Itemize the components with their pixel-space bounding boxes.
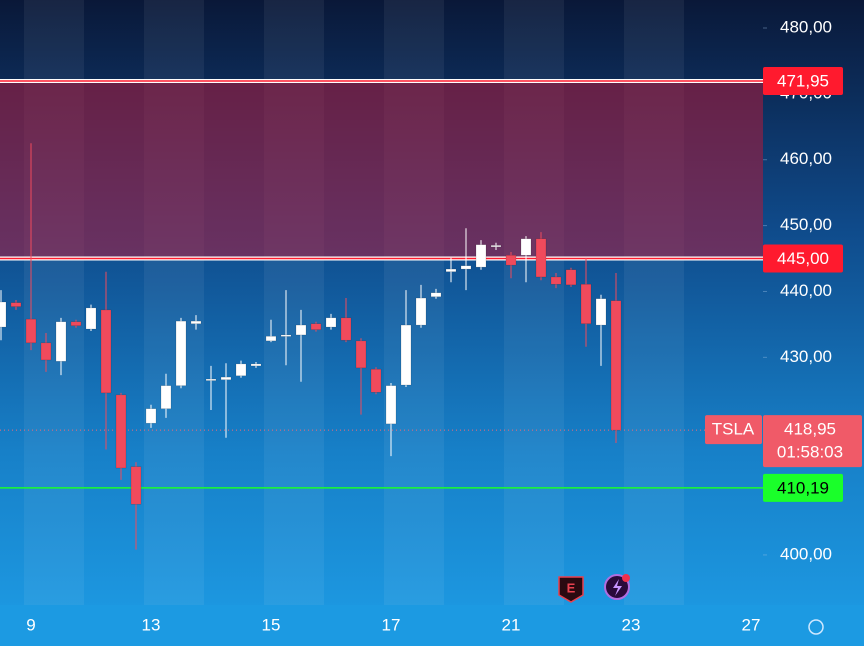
candle-body xyxy=(295,324,307,336)
x-tick-label: 15 xyxy=(262,615,281,634)
candle-body xyxy=(175,320,187,386)
resistance-zone xyxy=(0,81,763,259)
candle-body xyxy=(220,376,232,380)
candle-body xyxy=(340,317,352,341)
candle-body xyxy=(550,276,562,285)
x-tick-label: 21 xyxy=(502,615,521,634)
candle-body xyxy=(250,363,262,367)
settings-icon[interactable] xyxy=(808,619,824,635)
candle-body xyxy=(160,385,172,409)
y-tick-label: 440,00 xyxy=(780,281,832,300)
level-tag-label: 471,95 xyxy=(777,72,829,91)
candle-body xyxy=(565,269,577,286)
x-tick-label: 13 xyxy=(142,615,161,634)
x-tick-label: 23 xyxy=(622,615,641,634)
candle-body xyxy=(400,324,412,386)
time-axis xyxy=(0,605,864,646)
candle-body xyxy=(460,265,472,270)
earnings-badge[interactable] xyxy=(558,576,584,603)
level-tag xyxy=(763,473,843,502)
x-tick-label: 17 xyxy=(382,615,401,634)
candle-body xyxy=(25,318,37,344)
y-tick-label: 450,00 xyxy=(780,215,832,234)
candle-body xyxy=(445,268,457,272)
candle-body xyxy=(475,244,487,268)
countdown-label: 01:58:03 xyxy=(777,443,843,462)
candle-body xyxy=(595,298,607,326)
candle-body xyxy=(235,363,247,377)
candle-body xyxy=(385,385,397,425)
candle-body xyxy=(40,342,52,361)
y-tick-label: 460,00 xyxy=(780,149,832,168)
event-icon xyxy=(613,579,622,596)
y-tick-label: 430,00 xyxy=(780,347,832,366)
candle-body xyxy=(205,378,217,381)
event-dot xyxy=(622,574,630,582)
candle-body xyxy=(520,238,532,256)
level-tag-label: 410,19 xyxy=(777,478,829,497)
candle-body xyxy=(535,238,547,278)
candle-body xyxy=(0,301,7,328)
x-tick-label: 27 xyxy=(742,615,761,634)
candle-body xyxy=(355,340,367,369)
candle-body xyxy=(85,307,97,330)
candle-body xyxy=(370,368,382,393)
candle-body xyxy=(265,336,277,342)
candle-body xyxy=(115,394,127,469)
y-tick-label: 400,00 xyxy=(780,544,832,563)
level-tag-label: 445,00 xyxy=(777,249,829,268)
candle-body xyxy=(100,309,112,394)
candle-body xyxy=(70,321,82,326)
candle-body xyxy=(130,466,142,505)
candle-body xyxy=(610,300,622,431)
candle-body xyxy=(325,317,337,328)
candle-body xyxy=(430,292,442,297)
candle-body xyxy=(145,408,157,424)
symbol-tag xyxy=(705,415,762,445)
candle-body xyxy=(190,320,202,324)
x-tick-label: 9 xyxy=(26,615,35,634)
earnings-label: E xyxy=(567,580,576,595)
y-tick-label: 480,00 xyxy=(780,17,832,36)
level-tag xyxy=(763,244,843,273)
candle-body xyxy=(310,323,322,330)
price-tag xyxy=(763,415,862,468)
candle-body xyxy=(580,283,592,324)
symbol-label: TSLA xyxy=(712,420,755,439)
candle-body xyxy=(280,334,292,337)
candle-body xyxy=(10,302,22,307)
price-tag-label: 418,95 xyxy=(784,420,836,439)
candle-body xyxy=(505,254,517,266)
candle-body xyxy=(490,245,502,248)
candle-body xyxy=(415,297,427,326)
candle-body xyxy=(55,321,67,362)
level-tag xyxy=(763,67,843,96)
